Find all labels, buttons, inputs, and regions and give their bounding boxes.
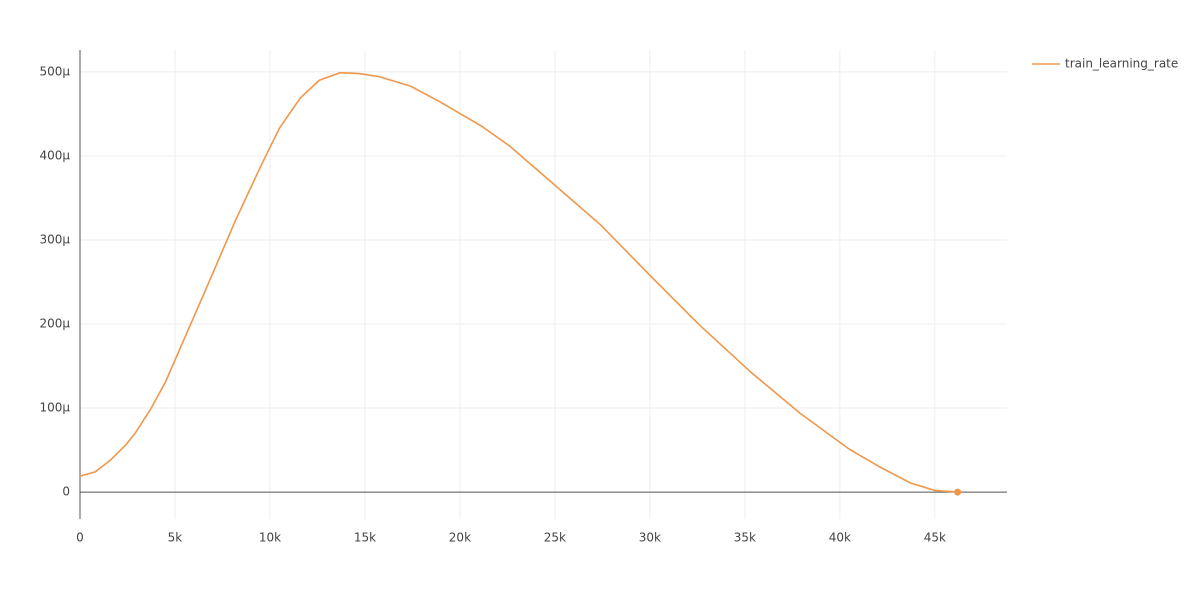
- x-tick-label: 15k: [354, 531, 376, 545]
- y-tick-label: 200μ: [39, 317, 70, 331]
- y-tick-label: 500μ: [39, 64, 70, 78]
- y-tick-label: 0: [62, 485, 70, 499]
- x-tick-label: 20k: [449, 531, 471, 545]
- legend-label: train_learning_rate: [1065, 57, 1178, 71]
- y-tick-label: 400μ: [39, 148, 70, 162]
- x-tick-label: 40k: [829, 531, 851, 545]
- x-tick-label: 30k: [639, 531, 661, 545]
- end-marker: [954, 488, 962, 496]
- line: [79, 71, 958, 493]
- y-tick-label: 100μ: [39, 401, 70, 415]
- y-tick-label: 300μ: [39, 232, 70, 246]
- x-tick-label: 0: [76, 531, 84, 545]
- x-tick-label: 25k: [544, 531, 566, 545]
- x-tick-label: 35k: [734, 531, 756, 545]
- x-tick-label: 10k: [259, 531, 281, 545]
- x-tick-label: 45k: [924, 531, 946, 545]
- x-tick-label: 5k: [168, 531, 183, 545]
